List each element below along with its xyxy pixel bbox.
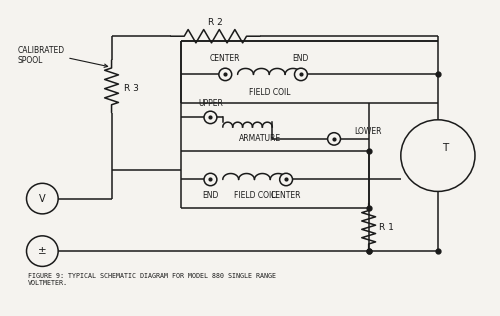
- Circle shape: [26, 183, 58, 214]
- Text: CALIBRATED
SPOOL: CALIBRATED SPOOL: [18, 46, 64, 65]
- Text: T: T: [442, 143, 448, 154]
- Circle shape: [204, 111, 217, 124]
- Text: CENTER: CENTER: [271, 191, 302, 200]
- Text: CENTER: CENTER: [210, 54, 240, 64]
- Text: END: END: [292, 54, 309, 64]
- Text: UPPER: UPPER: [198, 99, 223, 108]
- Text: V: V: [39, 194, 46, 204]
- Text: R 1: R 1: [378, 223, 394, 232]
- Circle shape: [280, 173, 292, 186]
- Text: FIGURE 9: TYPICAL SCHEMATIC DIAGRAM FOR MODEL 880 SINGLE RANGE
VOLTMETER.: FIGURE 9: TYPICAL SCHEMATIC DIAGRAM FOR …: [28, 273, 276, 286]
- Circle shape: [401, 120, 475, 191]
- Circle shape: [204, 173, 217, 186]
- Text: ±: ±: [38, 246, 46, 256]
- Text: ARMATURE: ARMATURE: [239, 134, 281, 143]
- Text: LOWER: LOWER: [354, 127, 382, 136]
- Text: FIELD COIL: FIELD COIL: [234, 191, 275, 200]
- Text: END: END: [202, 191, 218, 200]
- Text: FIELD COIL: FIELD COIL: [248, 88, 290, 97]
- Circle shape: [328, 133, 340, 145]
- Text: R 3: R 3: [124, 84, 139, 93]
- Circle shape: [294, 68, 308, 81]
- Circle shape: [26, 236, 58, 266]
- Text: R 2: R 2: [208, 18, 223, 27]
- Circle shape: [219, 68, 232, 81]
